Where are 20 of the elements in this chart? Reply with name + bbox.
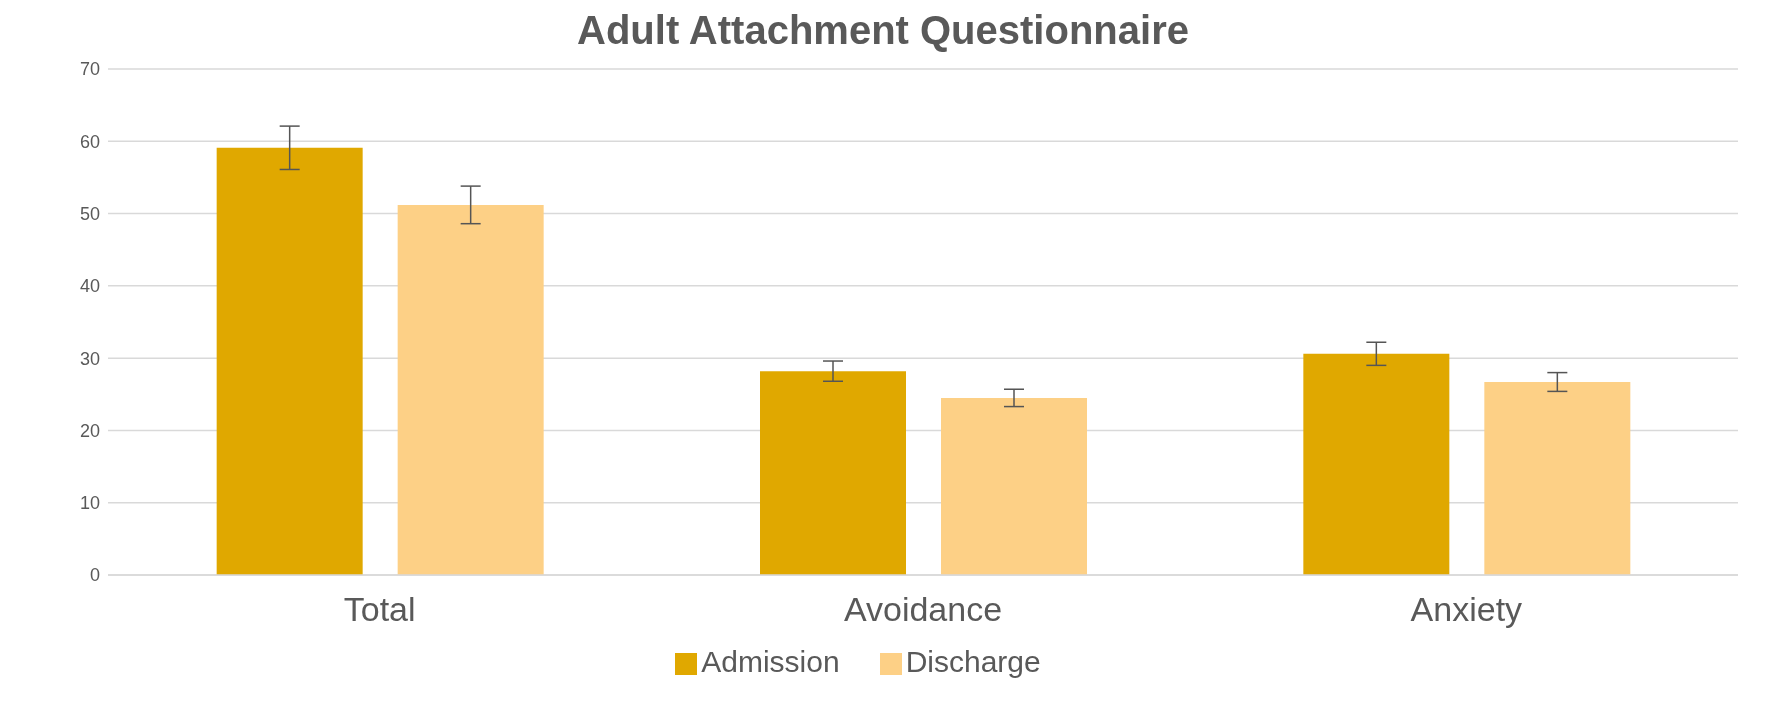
- bar: [1484, 382, 1631, 575]
- y-tick-label: 30: [79, 348, 100, 369]
- bar: [397, 204, 544, 575]
- legend-label: Admission: [701, 645, 840, 678]
- bar: [941, 397, 1087, 575]
- y-tick-label: 50: [79, 203, 100, 224]
- chart-title: Adult Attachment Questionnaire: [576, 8, 1190, 53]
- bar: [216, 147, 363, 575]
- x-tick-label: Anxiety: [1410, 590, 1523, 629]
- x-tick-label: Avoidance: [843, 590, 1003, 629]
- bar: [760, 371, 906, 575]
- y-tick-label: 70: [79, 59, 100, 80]
- y-tick-label: 40: [79, 276, 100, 297]
- bar: [1303, 353, 1450, 575]
- y-tick-label: 20: [79, 420, 100, 441]
- legend-label: Discharge: [905, 645, 1041, 678]
- x-tick-label: Total: [343, 590, 416, 629]
- y-tick-label: 10: [79, 493, 100, 514]
- y-tick-label: 0: [89, 565, 100, 586]
- y-tick-label: 60: [79, 131, 100, 152]
